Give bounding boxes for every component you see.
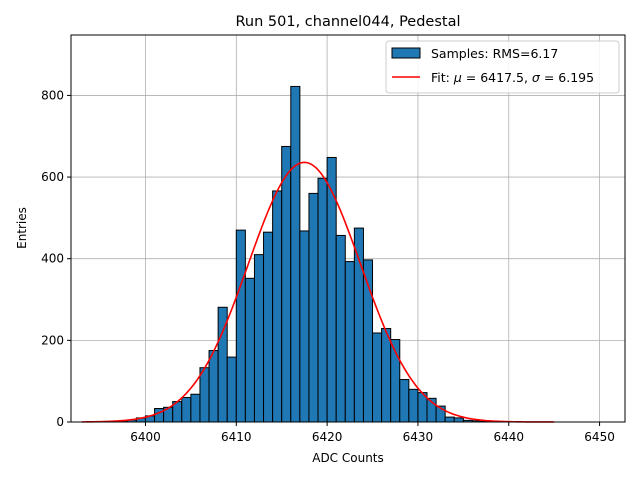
histogram-bar [199,367,210,423]
histogram-bar [253,254,265,423]
histogram-bar [308,192,319,423]
histogram-bar [290,85,301,423]
histogram-bar [344,261,355,423]
y-tick-label: 0 [56,415,64,429]
histogram-bar [272,190,283,423]
y-axis-ticks: 0 200 400 600 800 [41,88,71,429]
legend-label-samples: Samples: RMS=6.17 [431,46,558,61]
histogram-bar [208,350,219,423]
x-tick-label: 6440 [493,430,524,444]
x-axis-ticks: 6400 6410 6420 6430 6440 6450 [130,422,615,444]
legend-swatch-samples [391,47,421,59]
legend-box [385,40,620,94]
histogram-bar [335,234,346,423]
fit-curve [81,161,555,423]
y-axis-label: Entries [15,207,29,249]
y-tick-label: 400 [41,252,64,266]
x-tick-label: 6450 [584,430,615,444]
y-tick-label: 200 [41,333,64,347]
histogram-bar [381,328,392,423]
histogram-bar [317,177,328,423]
histogram-bar [399,379,410,423]
histogram-bar [299,230,310,423]
y-tick-label: 800 [41,88,64,102]
histogram-bar [263,231,274,423]
x-tick-label: 6400 [130,430,161,444]
histogram-bar [244,277,255,423]
x-axis-label: ADC Counts [312,451,384,465]
histogram-bar [408,388,419,423]
histogram-bar [281,145,292,423]
y-tick-label: 600 [41,170,64,184]
x-tick-label: 6410 [221,430,252,444]
legend-label-fit: Fit: μ = 6417.5, σ = 6.195 [431,70,594,85]
plot-frame [70,34,626,423]
histogram-bar [372,332,383,423]
chart-title: Run 501, channel044, Pedestal [235,14,460,30]
histogram-bar [353,227,364,423]
legend: Samples: RMS=6.17 Fit: μ = 6417.5, σ = 6… [385,40,620,94]
x-tick-label: 6420 [312,430,343,444]
x-tick-label: 6430 [403,430,434,444]
histogram-bar [453,417,464,423]
histogram-bar [444,416,455,423]
histogram-bar [226,356,237,423]
histogram-bar [235,229,246,423]
histogram-bar [190,393,201,423]
histogram-bar [181,397,192,423]
